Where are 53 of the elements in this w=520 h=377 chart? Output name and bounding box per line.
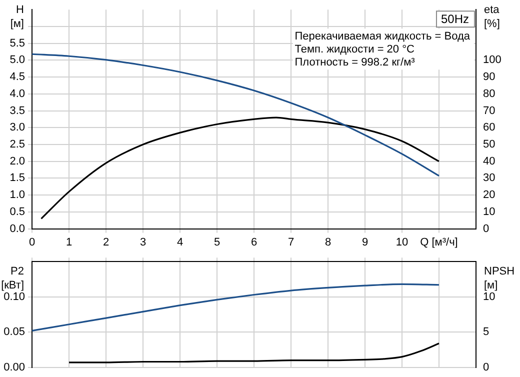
y2-tick-label: 30 [483,172,496,184]
y-tick-label: 1.0 [10,189,25,202]
y2-tick-label: 0 [483,361,490,374]
y-tick-label: 2.0 [10,155,25,168]
y2-tick-label: 90 [483,71,496,84]
y-tick-label: 4.0 [10,88,25,100]
y-tick-label: 0.00 [4,361,25,374]
y2-tick-label: 0 [483,222,490,235]
y2-tick-label: 100 [483,54,502,66]
line-series [68,342,440,364]
x-tick-label: 4 [176,236,184,248]
y2-tick-label: 50 [483,138,496,151]
y2-tick-label: 10 [483,290,496,303]
annotation: Темп. жидкости = 20 °C [294,44,414,56]
y2-tick-label: 10 [483,206,496,218]
x-tick-label: 6 [250,236,258,248]
chart-title: 50Hz [440,12,469,26]
annotation: Перекачиваемая жидкость = Вода [294,30,471,43]
y-tick-label: 4.5 [10,71,25,84]
line-series [32,283,440,332]
x-tick-label: 7 [288,236,294,248]
y-tick-label: 3.5 [10,104,25,117]
y-tick-label: 0.0 [10,222,25,235]
y-axis-title: H [м] [10,4,24,30]
y-tick-label: 3.0 [10,122,25,134]
y-tick-label: 0.10 [4,290,25,303]
x-tick-label: 9 [362,236,368,248]
line-series [32,53,440,177]
y-tick-label: 5.0 [10,54,25,66]
annotation: Плотность = 998.2 кг/м³ [294,56,416,69]
y2-tick-label: 80 [483,88,496,100]
y2-tick-label: 20 [483,189,496,202]
x-tick-label: 8 [324,236,332,248]
x-tick-label: 5 [214,236,220,248]
y2-tick-label: 5 [483,326,490,338]
y-tick-label: 5.5 [10,37,25,50]
y-tick-label: 0.5 [10,206,25,218]
y2-tick-label: 40 [483,155,496,168]
y-tick-label: 0.05 [4,326,25,338]
y2-tick-label: 60 [483,122,496,134]
x-tick-label: 2 [102,236,110,248]
y-tick-label: 1.5 [10,172,25,184]
y-tick-label: 2.5 [10,138,25,151]
x-tick-label: Q [м³/ч] [420,236,458,248]
line-series [40,116,440,220]
x-tick-label: 3 [140,236,146,248]
y2-axis-title: NPSH [м] [484,266,515,292]
y2-tick-label: 70 [483,104,496,117]
y-axis-title: P2 [кВт] [1,266,24,292]
x-tick-label: 0 [28,236,36,248]
y2-axis-title: eta [%] [484,4,500,30]
x-tick-label: 10 [396,236,408,248]
x-tick-label: 1 [66,236,72,248]
